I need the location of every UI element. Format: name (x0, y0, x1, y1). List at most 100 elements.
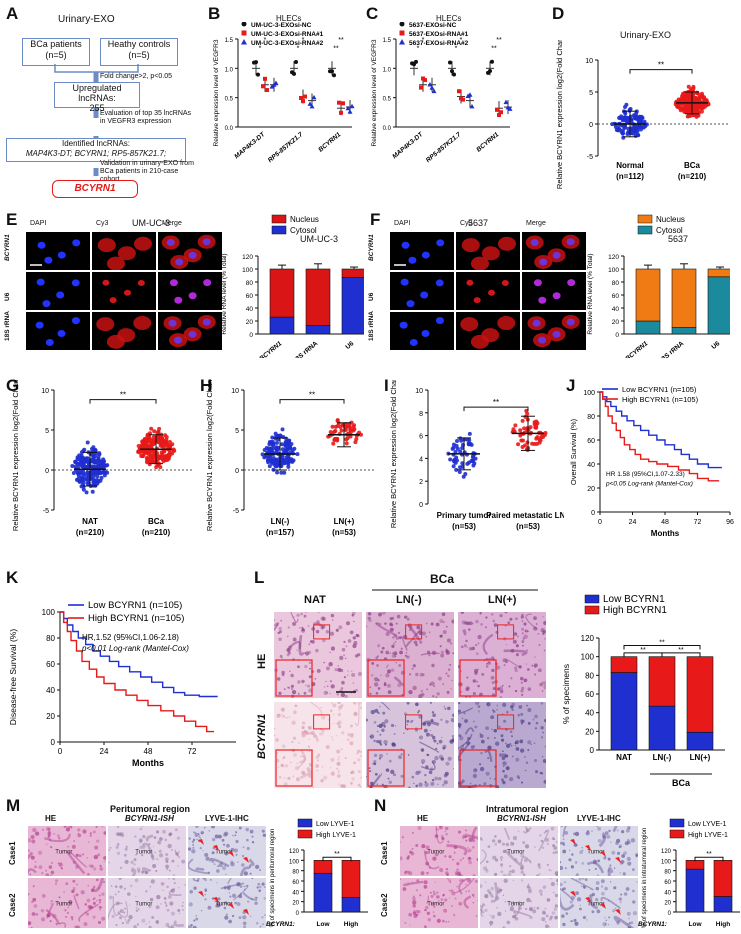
tissue-texture (500, 738, 505, 742)
tissue-texture (445, 761, 450, 766)
tissue-texture (553, 846, 558, 850)
tissue-texture (322, 729, 324, 731)
merge-nucleus (188, 330, 197, 338)
tissue-fiber (70, 852, 88, 868)
tissue-texture (625, 887, 630, 891)
tissue-texture (321, 729, 325, 733)
y-tick-label: 0 (668, 911, 672, 917)
tissue-texture (506, 711, 509, 714)
panel-l-bca-bracket (372, 589, 538, 591)
tissue-texture (541, 690, 544, 692)
cy3-signal (106, 334, 125, 349)
tissue-texture (393, 732, 396, 735)
tissue-texture (341, 680, 345, 685)
data-point (675, 105, 680, 110)
tissue-fiber (589, 893, 599, 910)
micrograph-cell (390, 312, 454, 350)
tissue-texture (32, 885, 35, 888)
tissue-texture (114, 893, 117, 896)
data-point (337, 100, 341, 105)
micrograph-cell (158, 272, 222, 310)
tissue-texture (439, 645, 442, 648)
data-point (473, 456, 478, 461)
y-tick-label: 120 (661, 849, 672, 855)
data-point (339, 428, 344, 433)
y-tick-label: 60 (246, 293, 254, 300)
tissue-texture (519, 739, 524, 744)
tissue-texture (478, 763, 482, 766)
histology-image (274, 702, 362, 788)
y-tick-label: 0 (615, 332, 619, 339)
tissue-fiber (394, 676, 405, 687)
tissue-texture (430, 733, 434, 737)
data-point (269, 460, 274, 465)
tissue-texture (323, 661, 325, 664)
y-tick-label: 20 (585, 727, 594, 736)
tissue-texture (337, 667, 342, 672)
tissue-texture (297, 680, 301, 684)
tissue-texture (295, 777, 301, 782)
merge-nucleus (533, 279, 542, 287)
tissue-texture (274, 727, 276, 730)
box-healthy-controls-text: Heathy controls (n=5) (107, 39, 171, 60)
sig-marker: * (259, 46, 262, 53)
y-tick-label: 0.5 (225, 97, 234, 103)
tissue-texture (353, 761, 356, 765)
tissue-texture (30, 855, 35, 860)
tissue-texture (280, 619, 283, 622)
tissue-texture (600, 879, 605, 884)
tissue-texture (597, 859, 600, 863)
data-point (294, 59, 298, 64)
lyve-arrow (198, 839, 204, 845)
tissue-texture (166, 908, 170, 912)
merge-nucleus (174, 296, 183, 304)
tissue-texture (386, 753, 388, 755)
tissue-texture (108, 862, 110, 864)
sig-bracket (463, 406, 529, 412)
tissue-texture (339, 655, 344, 661)
tissue-texture (71, 889, 75, 894)
tissue-texture (545, 924, 549, 928)
tissue-texture (155, 905, 160, 910)
tissue-texture (571, 920, 574, 923)
tissue-texture (320, 616, 325, 621)
tissue-texture (623, 892, 628, 896)
tissue-texture (391, 742, 396, 747)
tissue-texture (210, 826, 216, 829)
tissue-texture (420, 748, 425, 752)
data-point (271, 456, 276, 461)
histology-image (274, 612, 362, 698)
y-tick-label: 60 (612, 293, 620, 300)
histology-image: Tumor (108, 878, 186, 928)
tissue-texture (424, 925, 427, 928)
data-point (146, 452, 151, 457)
tissue-texture (517, 830, 520, 833)
tissue-texture (275, 737, 279, 742)
tissue-texture (65, 882, 69, 886)
tissue-texture (325, 680, 327, 683)
tissue-texture (214, 834, 219, 839)
tissue-texture (159, 853, 164, 858)
dapi-nucleus (35, 321, 44, 329)
tissue-texture (416, 625, 421, 630)
tissue-texture (489, 920, 494, 925)
tissue-texture (632, 911, 637, 916)
tissue-texture (398, 664, 402, 667)
tissue-texture (292, 752, 298, 757)
tissue-texture (560, 882, 563, 887)
tissue-texture (298, 626, 301, 629)
tissue-texture (440, 634, 443, 637)
tissue-texture (357, 671, 362, 677)
tissue-texture (485, 860, 489, 864)
tissue-texture (541, 755, 544, 758)
legend-marker (399, 30, 405, 36)
tissue-texture (511, 755, 514, 758)
dapi-nucleus (36, 278, 45, 286)
data-point (534, 425, 539, 430)
tissue-texture (554, 850, 558, 854)
y-axis-label: % of specimens in intratumoral region (642, 828, 648, 928)
merge-nucleus (552, 292, 561, 300)
tissue-texture (336, 761, 341, 766)
x-tick-label: MAP4K3-DT (391, 131, 425, 161)
tissue-texture (178, 887, 180, 889)
